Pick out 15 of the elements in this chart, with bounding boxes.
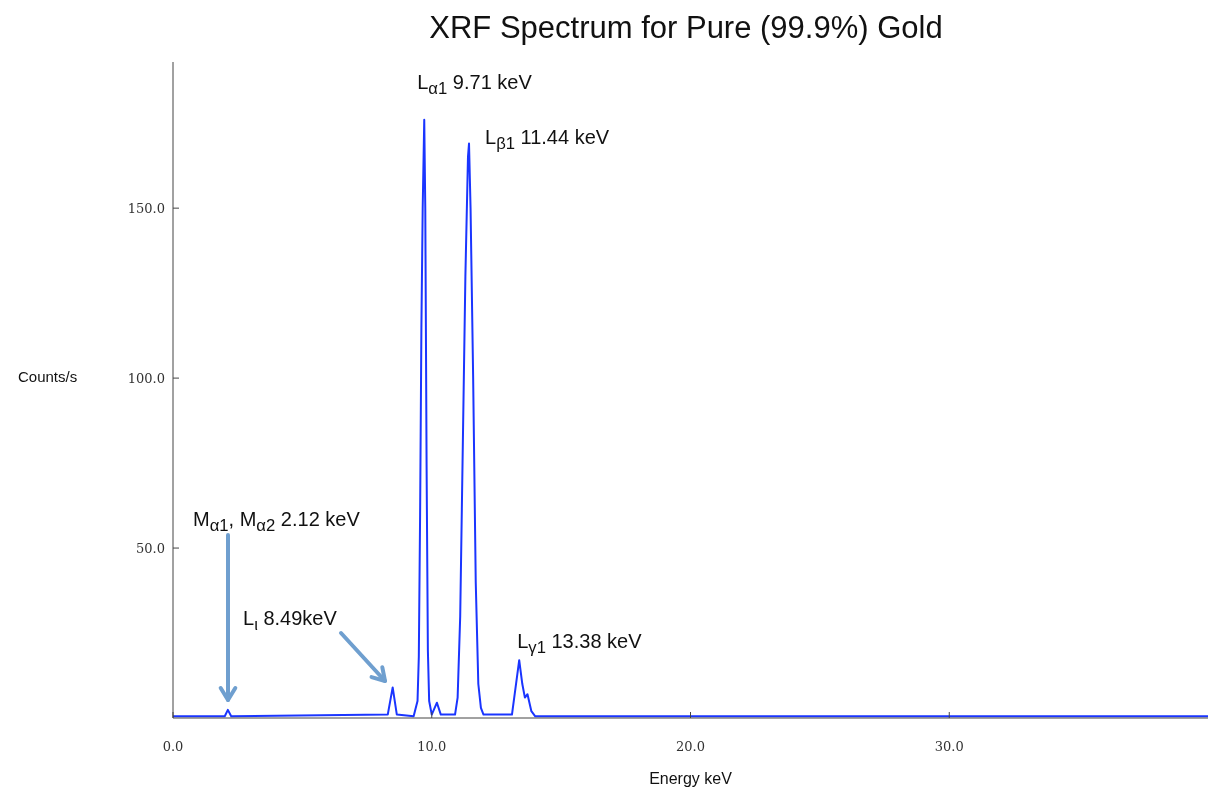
x-tick-label: 10.0 <box>417 739 447 755</box>
annotation: L$_{ι}$ 8.49keV <box>243 606 337 636</box>
x-tick-label: 20.0 <box>676 739 705 755</box>
annotation: M$_{α1}$, M$_{α2}$ 2.12 keV <box>193 507 360 537</box>
annotation: L$_{β1}$ 11.44 keV <box>485 124 610 155</box>
annotation: L$_{γ1}$ 13.38 keV <box>517 629 642 660</box>
y-tick-label: 150.0 <box>127 200 165 216</box>
annotation: L$_{α1}$ 9.71 keV <box>417 69 532 100</box>
x-tick-label: 30.0 <box>934 739 964 755</box>
x-tick-label: 0.0 <box>162 739 184 755</box>
y-tick-label: 50.0 <box>136 540 165 556</box>
y-axis-title: Counts/s <box>18 368 78 386</box>
x-axis-title: Energy keV <box>648 770 733 788</box>
chart-title: XRF Spectrum for Pure (99.9%) Gold <box>428 10 944 46</box>
y-tick-label: 100.0 <box>127 370 165 386</box>
